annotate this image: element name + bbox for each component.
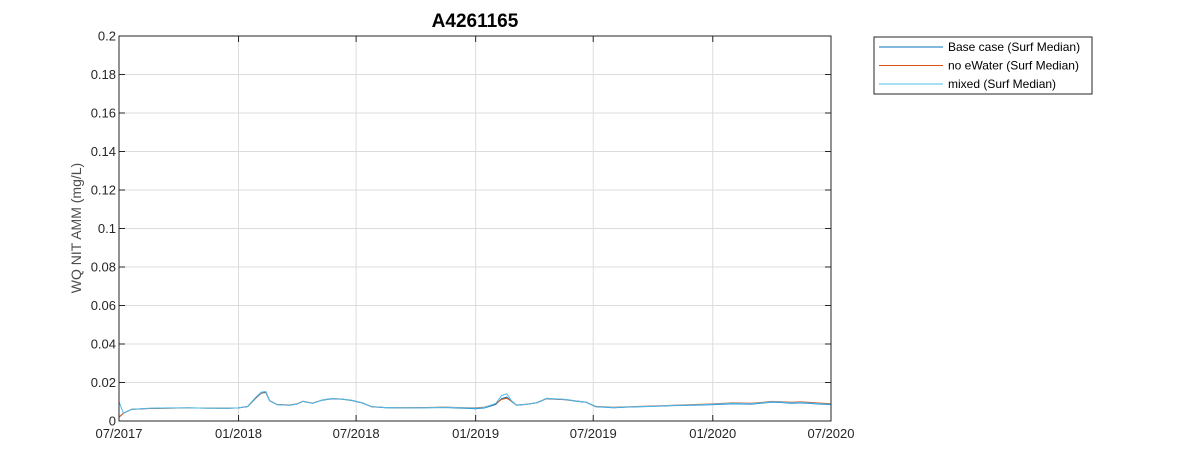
legend: Base case (Surf Median) no eWater (Surf M… xyxy=(873,36,1093,95)
y-tick-label: 0.14 xyxy=(91,144,116,159)
series-lines xyxy=(118,391,832,418)
y-tick-label: 0.1 xyxy=(98,221,116,236)
legend-label-1: Base case (Surf Median) xyxy=(948,40,1080,54)
y-tick-label: 0.06 xyxy=(91,298,116,313)
x-tick-label: 07/2020 xyxy=(808,426,855,441)
y-tick-label: 0.04 xyxy=(91,337,116,352)
x-tick-label: 07/2018 xyxy=(333,426,380,441)
y-axis-tick-labels: 0 0.02 0.04 0.06 0.08 0.1 0.12 0.14 0.16 0.18 0.2 xyxy=(91,29,116,429)
series-line-3 xyxy=(118,391,832,414)
legend-label-2: no eWater (Surf Median) xyxy=(948,59,1079,73)
grid-lines xyxy=(119,36,831,421)
x-tick-label: 01/2018 xyxy=(215,426,262,441)
x-tick-label: 07/2019 xyxy=(570,426,617,441)
y-tick-label: 0.18 xyxy=(91,67,116,82)
y-tick-label: 0 xyxy=(109,414,116,429)
y-tick-label: 0.02 xyxy=(91,375,116,390)
y-tick-label: 0.2 xyxy=(98,29,116,44)
x-tick-label: 01/2020 xyxy=(689,426,736,441)
axis-ticks xyxy=(118,35,832,422)
x-axis-tick-labels: 07/2017 01/2018 07/2018 01/2019 07/2019 01/20… xyxy=(96,426,855,441)
y-tick-label: 0.16 xyxy=(91,106,116,121)
chart-title: A4261165 xyxy=(432,11,519,32)
x-tick-label: 01/2019 xyxy=(452,426,499,441)
x-tick-label: 07/2017 xyxy=(96,426,143,441)
y-axis-label: WQ NIT AMM (mg/L) xyxy=(68,163,84,293)
legend-label-3: mixed (Surf Median) xyxy=(948,77,1056,91)
y-tick-label: 0.08 xyxy=(91,260,116,275)
y-tick-label: 0.12 xyxy=(91,183,116,198)
